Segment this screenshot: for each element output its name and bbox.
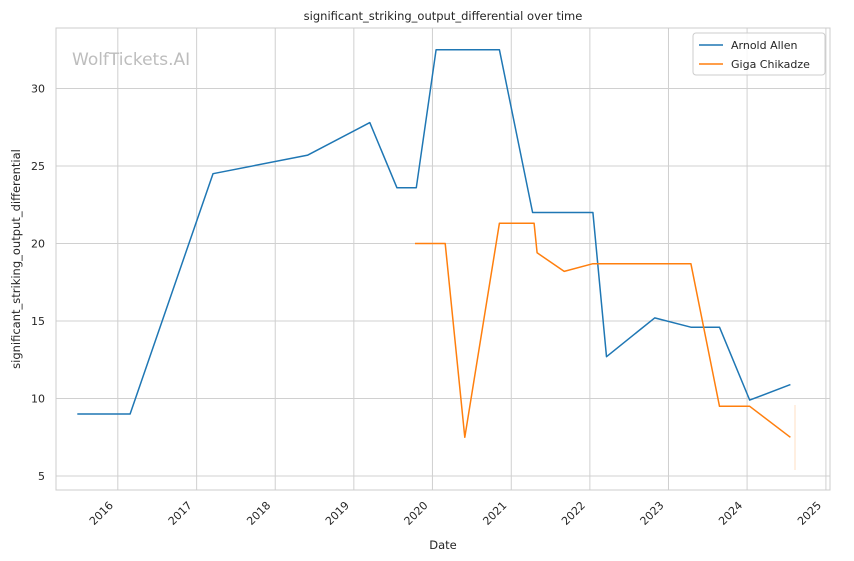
series-line-1 [415, 222, 791, 439]
legend-label-giga-chikadze: Giga Chikadze [731, 58, 810, 71]
watermark-text: WolfTickets.AI [72, 50, 190, 70]
series-lines [77, 48, 791, 439]
legend: Arnold Allen Giga Chikadze [692, 32, 826, 76]
y-tick-label: 15 [31, 315, 45, 328]
y-tick-label: 20 [31, 237, 45, 250]
y-tick-label: 30 [31, 82, 45, 95]
series-line-0 [77, 48, 791, 415]
y-tick-label: 25 [31, 160, 45, 173]
legend-box [692, 32, 826, 76]
y-axis-label: significant_striking_output_differential [9, 149, 23, 369]
plot-frame [55, 27, 831, 491]
legend-label-arnold-allen: Arnold Allen [731, 39, 797, 52]
y-tick-label: 10 [31, 393, 45, 406]
y-tick-label: 5 [38, 470, 45, 483]
chart-title: significant_striking_output_differential… [304, 9, 583, 23]
x-axis-label: Date [429, 538, 457, 552]
